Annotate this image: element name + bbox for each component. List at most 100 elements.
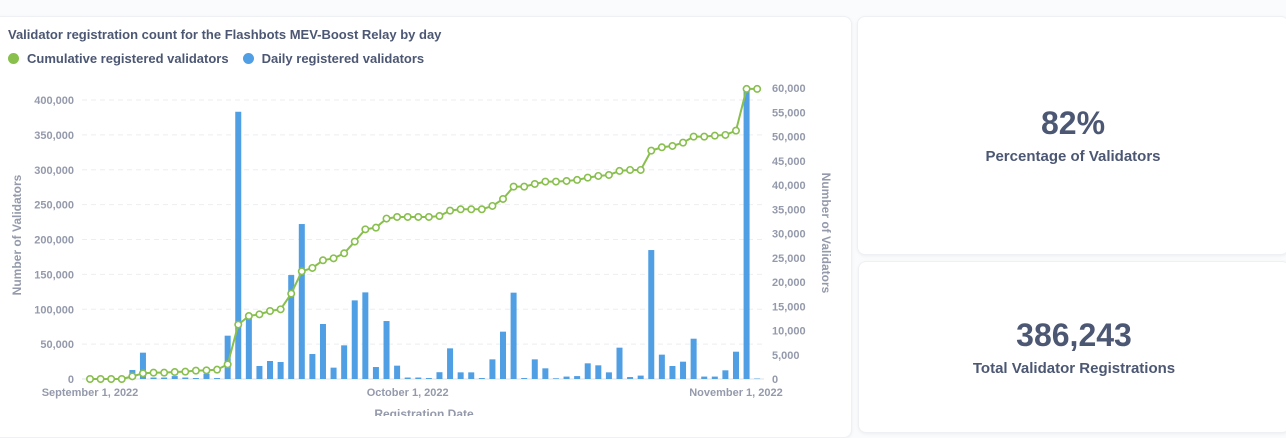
- daily-bar: [330, 367, 337, 379]
- cumulative-point: [191, 366, 200, 375]
- x-tick-label: November 1, 2022: [689, 387, 783, 399]
- y-left-tick-label: 100,000: [34, 304, 74, 316]
- daily-bar: [478, 378, 485, 379]
- daily-bar: [637, 375, 644, 379]
- daily-bar: [436, 372, 443, 379]
- daily-bar: [182, 377, 189, 379]
- x-tick-label: September 1, 2022: [42, 387, 139, 399]
- daily-bar: [415, 377, 422, 379]
- cumulative-point: [689, 132, 698, 141]
- legend-dot-icon: [242, 53, 254, 64]
- cumulative-point: [244, 312, 253, 321]
- cumulative-point: [573, 175, 582, 184]
- y-right-tick-label: 20,000: [772, 277, 806, 289]
- cumulative-point: [541, 177, 550, 186]
- cumulative-point: [424, 212, 433, 221]
- y-right-tick-label: 0: [772, 374, 778, 386]
- daily-bar: [595, 365, 602, 379]
- cumulative-point: [128, 372, 137, 381]
- y-left-axis-title: Number of Validators: [10, 174, 24, 295]
- cumulative-point: [371, 223, 380, 232]
- cumulative-point: [117, 374, 126, 383]
- daily-bar: [383, 321, 390, 379]
- cumulative-point: [499, 194, 508, 203]
- daily-bar: [171, 376, 178, 379]
- cumulative-point: [202, 366, 211, 375]
- cumulative-point: [86, 374, 95, 383]
- y-right-tick-label: 5,000: [772, 350, 800, 362]
- y-left-tick-label: 300,000: [34, 165, 74, 177]
- cumulative-point: [308, 263, 317, 272]
- daily-bar: [680, 361, 687, 379]
- daily-bar: [447, 348, 454, 379]
- cumulative-point: [287, 289, 296, 298]
- daily-bar: [732, 351, 739, 379]
- cumulative-point: [96, 374, 105, 383]
- cumulative-point: [626, 165, 635, 174]
- daily-bar: [288, 275, 295, 379]
- cumulative-point: [530, 179, 539, 188]
- y-right-tick-label: 30,000: [772, 229, 806, 241]
- daily-bar: [362, 292, 369, 379]
- cumulative-point: [679, 138, 688, 147]
- y-right-axis-title: Number of Validators: [819, 173, 833, 294]
- cumulative-point: [223, 360, 232, 369]
- cumulative-point: [615, 166, 624, 175]
- y-left-tick-label: 250,000: [34, 200, 74, 212]
- cumulative-point: [266, 306, 275, 315]
- cumulative-point: [604, 170, 613, 179]
- cumulative-point: [753, 84, 762, 93]
- daily-bar: [256, 366, 263, 379]
- cumulative-point: [668, 141, 677, 150]
- daily-bar: [552, 378, 559, 379]
- cumulative-point: [213, 365, 222, 374]
- daily-bar: [711, 376, 718, 379]
- daily-bar: [277, 362, 284, 379]
- cumulative-point: [636, 165, 645, 174]
- y-right-tick-label: 35,000: [772, 204, 806, 216]
- daily-bar: [754, 378, 761, 380]
- y-right-tick-label: 15,000: [772, 301, 806, 313]
- percentage-label: Percentage of Validators: [985, 148, 1161, 165]
- total-label: Total Validator Registrations: [972, 360, 1176, 377]
- cumulative-point: [435, 211, 444, 220]
- y-left-tick-label: 50,000: [40, 339, 74, 351]
- y-left-tick-label: 150,000: [34, 269, 74, 281]
- chart-plot: 0 50,000 100,000 150,000 200,000 250,000 300,0…: [10, 83, 833, 416]
- daily-bar: [574, 376, 581, 379]
- cumulative-point: [551, 177, 560, 186]
- legend-label: Cumulative registered validators: [27, 51, 229, 66]
- daily-bar: [605, 372, 612, 379]
- daily-bar: [298, 224, 305, 379]
- y-right-tick-label: 50,000: [772, 132, 806, 144]
- legend-dot-icon: [8, 53, 19, 64]
- daily-bar: [203, 373, 210, 379]
- cumulative-point: [594, 171, 603, 180]
- daily-bar: [319, 324, 326, 379]
- daily-bar: [457, 372, 464, 379]
- cumulative-point: [446, 206, 455, 215]
- legend-item-daily[interactable]: Daily registered validators: [242, 51, 425, 66]
- cumulative-point: [170, 368, 179, 377]
- daily-bar: [563, 376, 570, 379]
- cumulative-point: [350, 237, 359, 246]
- legend-label: Daily registered validators: [261, 51, 425, 66]
- cumulative-point: [520, 182, 529, 191]
- y-right-tick-label: 10,000: [772, 326, 806, 338]
- daily-bar: [627, 377, 634, 379]
- cumulative-point: [731, 126, 740, 135]
- cumulative-point: [181, 367, 190, 376]
- cumulative-point: [361, 225, 370, 234]
- daily-bar: [267, 361, 274, 379]
- daily-bar: [394, 365, 401, 379]
- daily-bar: [161, 377, 168, 379]
- cumulative-point: [138, 369, 147, 378]
- chart-legend: Cumulative registered validators Daily r…: [8, 51, 424, 66]
- daily-bar: [224, 335, 231, 379]
- daily-bar: [521, 378, 528, 379]
- cumulative-point: [647, 146, 656, 155]
- legend-item-cumulative[interactable]: Cumulative registered validators: [8, 51, 229, 66]
- cumulative-point: [393, 212, 402, 221]
- cumulative-point: [509, 182, 518, 191]
- daily-bar: [743, 90, 750, 379]
